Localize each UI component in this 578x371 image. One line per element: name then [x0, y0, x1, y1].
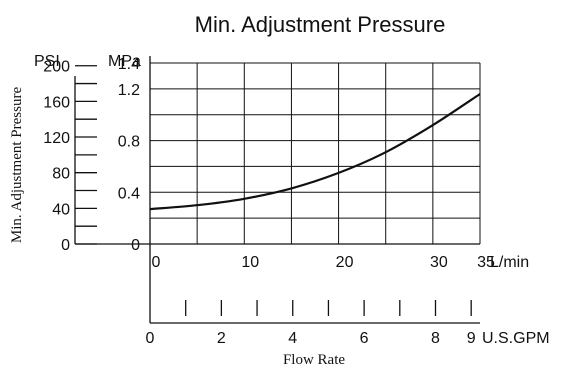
psi-tick-label: 200: [43, 59, 70, 76]
gpm-tick-label: 0: [146, 330, 155, 347]
data-point: [337, 172, 340, 174]
data-point: [196, 204, 198, 206]
mpa-tick-label: 0.4: [118, 185, 140, 202]
pressure-curve: [149, 93, 481, 211]
gpm-tick-label: 2: [217, 330, 226, 347]
psi-unit-label: PSI: [34, 53, 60, 70]
y-axis-label: Min. Adjustment Pressure: [9, 87, 25, 244]
psi-tick-label: 120: [43, 130, 70, 147]
data-point: [385, 151, 387, 153]
lmin-tick-label: 20: [336, 254, 354, 271]
mpa-tick-label: 0: [131, 237, 140, 254]
lmin-unit-label: L/min: [490, 254, 529, 271]
lmin-tick-label: 10: [241, 254, 259, 271]
data-point: [149, 208, 151, 210]
lmin-tick-label: 30: [430, 254, 448, 271]
gpm-tick-label: 9: [467, 330, 476, 347]
psi-tick-label: 0: [61, 237, 70, 254]
mpa-tick-label: 1.2: [118, 82, 140, 99]
lmin-tick-label: 0: [152, 254, 161, 271]
psi-tick-label: 160: [43, 94, 70, 111]
data-point: [243, 198, 245, 200]
gpm-unit-label: U.S.GPM: [482, 330, 550, 347]
gpm-tick-label: 4: [288, 330, 297, 347]
data-point: [479, 93, 481, 95]
psi-tick-label: 40: [52, 201, 70, 218]
psi-tick-label: 80: [52, 166, 70, 183]
chart-title: Min. Adjustment Pressure: [195, 12, 446, 37]
mpa-unit-label: MPa: [108, 53, 141, 70]
mpa-tick-label: 0.8: [118, 134, 140, 151]
mpa-tick-label: 1.4: [118, 56, 140, 73]
gpm-tick-label: 6: [360, 330, 369, 347]
gpm-tick-label: 8: [431, 330, 440, 347]
lmin-tick-label: 35: [477, 254, 495, 271]
data-point: [432, 124, 434, 126]
data-point: [290, 187, 293, 190]
x-axis-label: Flow Rate: [283, 352, 345, 368]
